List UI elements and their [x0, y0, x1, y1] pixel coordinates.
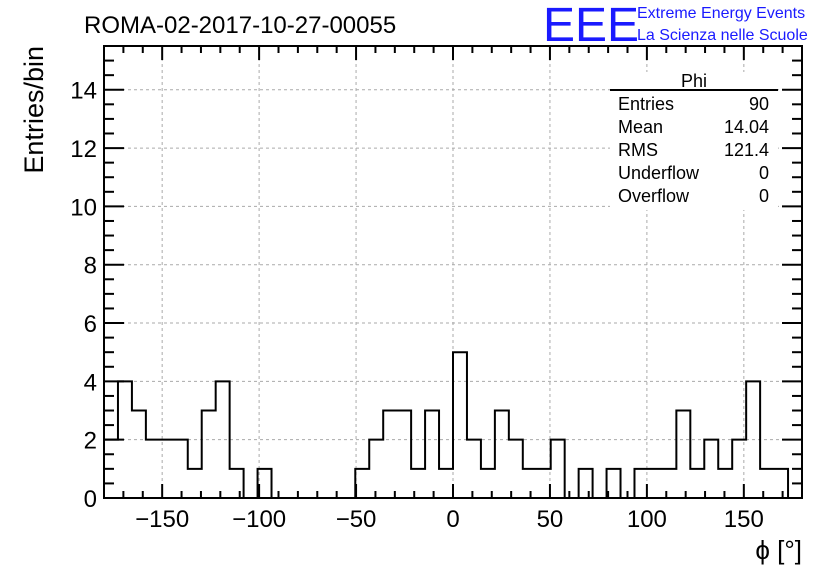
stats-label: Mean [618, 117, 663, 137]
y-axis-title: Entries/bin [19, 46, 49, 174]
eee-logo-line2: La Scienza nelle Scuole [637, 27, 808, 44]
tick-layer [103, 45, 803, 499]
y-tick-label: 8 [84, 253, 97, 280]
y-tick-label: 12 [70, 136, 97, 163]
y-tick-label: 4 [84, 369, 97, 396]
run-title: ROMA-02-2017-10-27-00055 [84, 12, 396, 39]
stats-box-bg [610, 72, 778, 210]
eee-logo-line1: Extreme Energy Events [637, 5, 805, 22]
x-tick-label: −50 [336, 506, 377, 533]
stats-value: 90 [749, 94, 769, 114]
y-tick-label: 10 [70, 194, 97, 221]
x-tick-label: −150 [135, 506, 189, 533]
y-tick-label: 2 [84, 428, 97, 455]
stats-value: 0 [759, 186, 769, 206]
x-tick-label: 150 [724, 506, 764, 533]
stats-label: RMS [618, 140, 658, 160]
stats-value: 121.4 [724, 140, 769, 160]
x-tick-label: 100 [627, 506, 667, 533]
y-tick-label: 6 [84, 311, 97, 338]
stats-label: Underflow [618, 163, 700, 183]
stats-label: Overflow [618, 186, 690, 206]
y-tick-label: 14 [70, 78, 97, 105]
x-tick-label: 50 [537, 506, 564, 533]
stats-title: Phi [681, 71, 707, 91]
y-tick-label: 0 [84, 486, 97, 513]
eee-logo: EEE [543, 0, 639, 52]
stats-box: Phi Entries 90 Mean 14.04 RMS 121.4 Unde… [610, 71, 778, 210]
stats-value: 0 [759, 163, 769, 183]
histogram-series [104, 351, 802, 499]
stats-value: 14.04 [724, 117, 769, 137]
tick-label-layer: −150 −100 −50 0 50 100 150 0 2 4 6 8 10 12 14 [70, 78, 764, 533]
x-tick-label: −100 [232, 506, 286, 533]
x-tick-label: 0 [446, 506, 459, 533]
stats-label: Entries [618, 94, 674, 114]
x-axis-title: ϕ [°] [755, 535, 802, 565]
